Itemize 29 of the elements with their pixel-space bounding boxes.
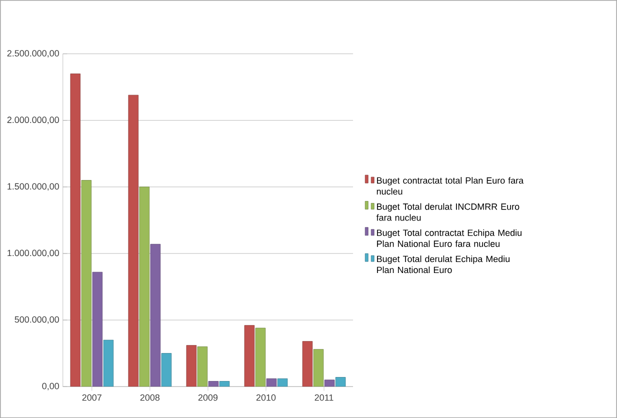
bar (150, 244, 161, 386)
legend-label: Buget Total contractat Echipa Mediu Plan National Euro fara nucleu (377, 229, 522, 247)
y-tick-label: 0,00 (42, 382, 59, 390)
bar (244, 325, 255, 386)
y-tick-label: 1.500.000,00 (8, 183, 59, 191)
x-tick-label: 2011 (314, 394, 334, 401)
bar (103, 340, 114, 386)
legend-label: Buget Total derulat INCDMRR Euro fara nucleu (376, 203, 520, 221)
bar (139, 186, 150, 386)
y-tick-label: 1.000.000,00 (8, 250, 59, 258)
legend-label: Buget contractat total Plan Euro fara nucleu (376, 176, 524, 195)
y-tick-label: 500.000,00 (14, 316, 59, 324)
bar (313, 349, 324, 386)
bar (81, 180, 92, 386)
bar (197, 346, 208, 386)
x-tick-label: 2010 (256, 394, 276, 401)
bar (255, 328, 266, 386)
x-tick-label: 2009 (198, 394, 218, 401)
x-tick-label: 2007 (82, 394, 102, 401)
y-tick-label: 2.000.000,00 (7, 116, 59, 124)
legend-label: Buget Total derulat Echipa Mediu Plan National Euro (377, 255, 510, 274)
bar (161, 353, 172, 386)
bar (92, 272, 103, 386)
y-tick-label: 2.500.000,00 (7, 50, 59, 58)
bar (128, 94, 139, 386)
x-tick-label: 2008 (140, 394, 160, 401)
bar (70, 73, 80, 386)
bar (186, 345, 197, 386)
bar (302, 341, 313, 386)
